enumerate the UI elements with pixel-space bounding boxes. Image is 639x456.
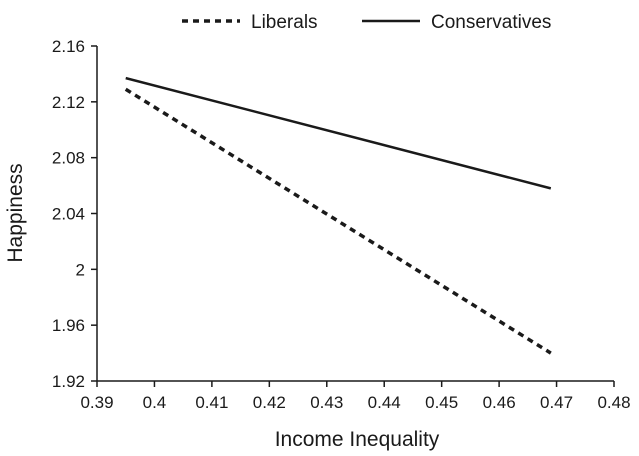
x-axis: 0.39 0.4 0.41 0.42 0.43 0.44 0.45 0.46 0.47 0.48: [80, 380, 631, 412]
x-tick-label: 0.43: [310, 393, 343, 412]
x-tick-label: 0.4: [143, 393, 167, 412]
y-tick-label: 2: [76, 260, 85, 279]
y-tick-label: 2.12: [52, 93, 85, 112]
x-tick-label: 0.45: [425, 393, 458, 412]
y-axis: 1.92 1.96 2 2.04 2.08 2.12 2.16: [52, 37, 98, 391]
series-line-conservatives: [125, 76, 552, 190]
x-tick-label: 0.39: [80, 393, 113, 412]
y-tick-label: 2.08: [52, 149, 85, 168]
x-tick-label: 0.41: [195, 393, 228, 412]
legend: Liberals Conservatives: [182, 12, 551, 33]
series-line-liberals: [124, 87, 552, 355]
y-tick-label: 2.16: [52, 37, 85, 56]
x-tick-label: 0.48: [597, 393, 630, 412]
x-tick-label: 0.46: [483, 393, 516, 412]
y-tick-label: 1.92: [52, 372, 85, 391]
plot-lines: [124, 76, 552, 355]
x-tick-label: 0.44: [368, 393, 401, 412]
y-axis-title: Happiness: [4, 163, 27, 262]
x-tick-label: 0.47: [540, 393, 573, 412]
y-tick-label: 1.96: [52, 316, 85, 335]
legend-label-conservatives: Conservatives: [431, 12, 551, 33]
x-axis-title: Income Inequality: [275, 428, 440, 451]
legend-label-liberals: Liberals: [251, 12, 318, 33]
y-tick-label: 2.04: [52, 205, 85, 224]
x-tick-label: 0.42: [253, 393, 286, 412]
